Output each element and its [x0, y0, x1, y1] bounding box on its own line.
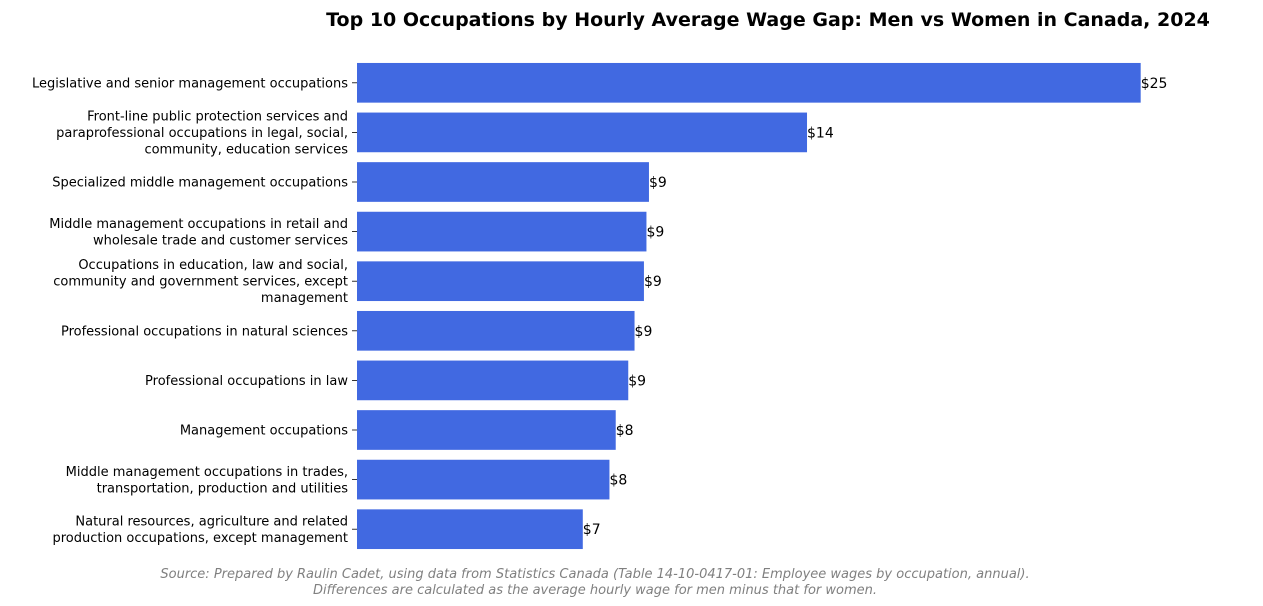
bar [357, 310, 635, 351]
y-tick-label: Front-line public protection services an… [56, 109, 348, 157]
bar [357, 211, 647, 252]
y-tick-label: Management occupations [180, 424, 348, 439]
data-label: $7 [583, 522, 601, 538]
bar [357, 261, 644, 302]
data-label: $9 [649, 175, 667, 191]
bar [357, 62, 1141, 103]
data-label: $9 [644, 274, 662, 290]
y-tick-label: Occupations in education, law and social… [53, 258, 348, 306]
y-tick-label: Legislative and senior management occupa… [32, 76, 348, 91]
bar [357, 360, 629, 401]
y-tick-label: Professional occupations in law [145, 374, 348, 389]
data-label: $9 [646, 225, 664, 241]
bar [357, 459, 610, 500]
y-tick-label: Natural resources, agriculture and relat… [52, 514, 348, 546]
y-tick-label: Middle management occupations in retail … [49, 217, 348, 249]
y-tick-label: Middle management occupations in trades,… [66, 465, 349, 497]
bar [357, 410, 616, 450]
source-note-line-1: Source: Prepared by Raulin Cadet, using … [160, 567, 1029, 582]
data-label: $25 [1141, 76, 1168, 92]
bar [357, 112, 808, 153]
data-label: $8 [616, 423, 634, 439]
data-label: $9 [628, 373, 646, 389]
source-note-line-2: Differences are calculated as the averag… [313, 583, 877, 598]
y-tick-label: Professional occupations in natural scie… [61, 324, 348, 339]
plot-area: Legislative and senior management occupa… [32, 58, 1167, 554]
bar [357, 509, 583, 550]
bar [357, 162, 649, 202]
data-label: $9 [635, 324, 653, 340]
data-label: $14 [807, 125, 834, 141]
data-label: $8 [609, 473, 627, 489]
chart-title: Top 10 Occupations by Hourly Average Wag… [326, 9, 1210, 31]
y-tick-label: Specialized middle management occupation… [52, 176, 348, 191]
